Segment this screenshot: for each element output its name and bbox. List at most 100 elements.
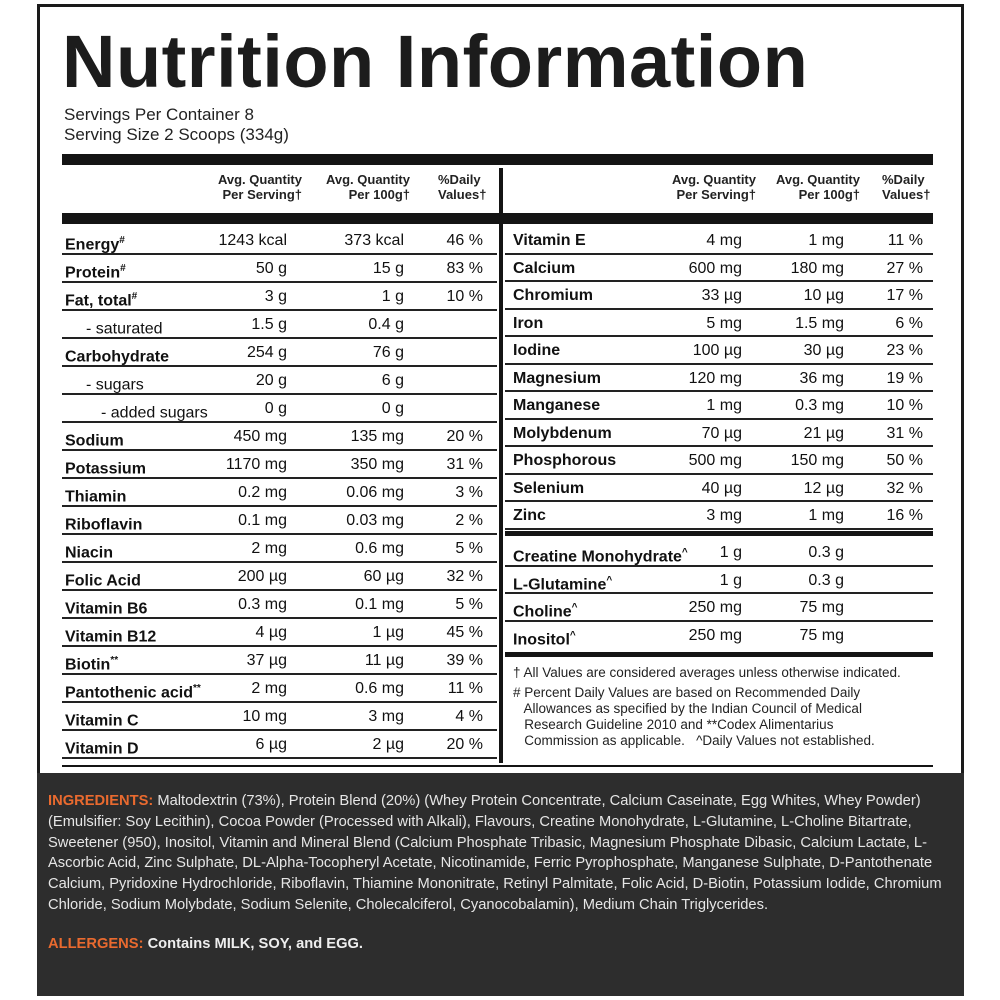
per-100g-value: 0.03 mg — [346, 512, 404, 529]
per-serving-value: 50 g — [255, 260, 287, 277]
per-100g-value: 135 mg — [350, 428, 404, 445]
nutrient-name: Vitamin B6 — [65, 596, 147, 618]
nutrient-name-text: Choline — [513, 603, 572, 621]
nutrient-name: Carbohydrate — [65, 344, 169, 366]
per-100g-value: 12 µg — [803, 479, 844, 497]
table-row: Vitamin B12 4 µg 1 µg 45 % — [62, 619, 497, 647]
daily-value: 50 % — [886, 452, 923, 469]
per-serving-value: 0.1 mg — [238, 512, 287, 529]
per-serving-value: 6 µg — [255, 736, 287, 753]
per-serving-value: 120 mg — [688, 369, 742, 387]
nutrient-mark: # — [119, 235, 125, 246]
nutrient-name-text: Folic Acid — [65, 572, 141, 590]
serving-size: Serving Size 2 Scoops (334g) — [64, 125, 289, 144]
per-serving-value: 40 µg — [701, 479, 742, 497]
nutrient-name: Iodine — [513, 342, 560, 360]
per-serving-value: 1170 mg — [225, 456, 287, 473]
top-rule — [62, 154, 933, 165]
footnote-line: † All Values are considered averages unl… — [513, 665, 901, 680]
table-row: Vitamin E 4 mg 1 mg 11 % — [505, 227, 933, 255]
daily-value: 11 % — [887, 232, 923, 249]
bottom-rule — [62, 765, 933, 767]
page-title: Nutrition Information — [62, 20, 809, 103]
per-100g-value: 150 mg — [790, 452, 844, 469]
daily-value: 19 % — [886, 369, 923, 387]
per-100g-value: 10 µg — [803, 287, 844, 304]
table-row: Zinc 3 mg 1 mg 16 % — [505, 502, 933, 530]
nutrient-mark: ^ — [681, 547, 688, 558]
per-serving-value: 33 µg — [701, 287, 742, 304]
nutrient-name: Vitamin B12 — [65, 624, 156, 646]
nutrient-name-text: Thiamin — [65, 488, 127, 506]
per-serving-value: 10 mg — [242, 708, 287, 725]
table-row: Creatine Monohydrate^ 1 g 0.3 g — [505, 539, 933, 567]
nutrient-name-text: Pantothenic acid — [65, 684, 194, 702]
per-100g-value: 350 mg — [350, 456, 404, 473]
nutrient-name: Iron — [513, 315, 543, 333]
per-100g-value: 1 mg — [808, 507, 844, 524]
nutrient-name-text: Phosphorous — [513, 452, 617, 469]
nutrient-name-text: Riboflavin — [65, 516, 143, 534]
per-serving-value: 100 µg — [692, 342, 742, 359]
nutrient-name: L-Glutamine^ — [513, 572, 612, 594]
nutrient-name: Molybdenum — [513, 425, 612, 443]
nutrient-name-text: Niacin — [65, 544, 114, 562]
footnote-line: Commission as applicable. ^Daily Values … — [513, 733, 875, 748]
nutrient-name: Protein# — [65, 260, 126, 282]
per-serving-value: 5 mg — [706, 314, 742, 332]
per-serving-value: 200 µg — [237, 568, 287, 585]
nutrient-name-text: Iodine — [513, 342, 561, 359]
daily-value: 32 % — [446, 568, 483, 585]
daily-value: 11 % — [447, 680, 483, 697]
nutrient-name-text: Energy — [65, 236, 120, 254]
nutrient-name: Folic Acid — [65, 568, 141, 590]
per-serving-value: 1 mg — [706, 397, 742, 414]
table-row: Phosphorous 500 mg 150 mg 50 % — [505, 447, 933, 475]
table-row: Sodium 450 mg 135 mg 20 % — [62, 423, 497, 451]
per-serving-value: 2 mg — [251, 540, 287, 557]
nutrient-name-text: L-Glutamine — [513, 575, 607, 593]
per-100g-value: 0.6 mg — [355, 680, 404, 697]
daily-value: 16 % — [886, 507, 923, 524]
nutrient-mark: ^ — [571, 602, 578, 613]
nutrient-name-text: Vitamin D — [65, 740, 139, 758]
nutrient-name-text: Vitamin C — [65, 712, 139, 730]
allergens-label: ALLERGENS: — [48, 935, 144, 952]
daily-value: 31 % — [886, 424, 923, 442]
nutrient-name: Biotin** — [65, 652, 118, 674]
header-per-serving-left: Avg. Quantity Per Serving† — [217, 172, 302, 202]
nutrient-name: Niacin — [65, 540, 113, 562]
per-serving-value: 1 g — [719, 571, 742, 589]
table-row: Biotin** 37 µg 11 µg 39 % — [62, 647, 497, 675]
nutrient-mark: # — [131, 291, 138, 302]
nutrient-name-text: Magnesium — [513, 369, 602, 387]
per-100g-value: 60 µg — [363, 568, 404, 585]
nutrient-name-text: - saturated — [86, 320, 163, 338]
nutrient-name-text: Selenium — [513, 479, 585, 497]
table-row: Energy# 1243 kcal 373 kcal 46 % — [62, 227, 497, 255]
table-row: Thiamin 0.2 mg 0.06 mg 3 % — [62, 479, 497, 507]
table-row: Calcium 600 mg 180 mg 27 % — [505, 255, 933, 282]
per-serving-value: 3 mg — [706, 507, 742, 524]
nutrient-name: Energy# — [65, 232, 125, 254]
table-row: Selenium 40 µg 12 µg 32 % — [505, 475, 933, 502]
nutrient-name: Pantothenic acid** — [65, 680, 201, 702]
daily-value: 20 % — [446, 428, 483, 445]
nutrient-mark: ** — [193, 683, 201, 694]
nutrient-name-text: Inositol — [513, 630, 570, 648]
table-row: Potassium 1170 mg 350 mg 31 % — [62, 451, 497, 479]
table-row: Vitamin B6 0.3 mg 0.1 mg 5 % — [62, 591, 497, 619]
footnote-rule — [505, 652, 933, 657]
per-serving-value: 0 g — [264, 400, 287, 417]
nutrient-name: Manganese — [513, 397, 600, 415]
servings-per-container: Servings Per Container 8 — [64, 105, 254, 124]
per-serving-value: 1 g — [719, 544, 742, 561]
per-100g-value: 75 mg — [799, 599, 844, 616]
table-row: L-Glutamine^ 1 g 0.3 g — [505, 567, 933, 594]
table-row: Inositol^ 250 mg 75 mg — [505, 622, 933, 650]
per-100g-value: 1 mg — [808, 232, 844, 249]
per-serving-value: 37 µg — [246, 652, 287, 669]
supplement-rule — [505, 531, 933, 536]
table-row: Vitamin D 6 µg 2 µg 20 % — [62, 731, 497, 759]
per-serving-value: 0.3 mg — [238, 596, 287, 613]
